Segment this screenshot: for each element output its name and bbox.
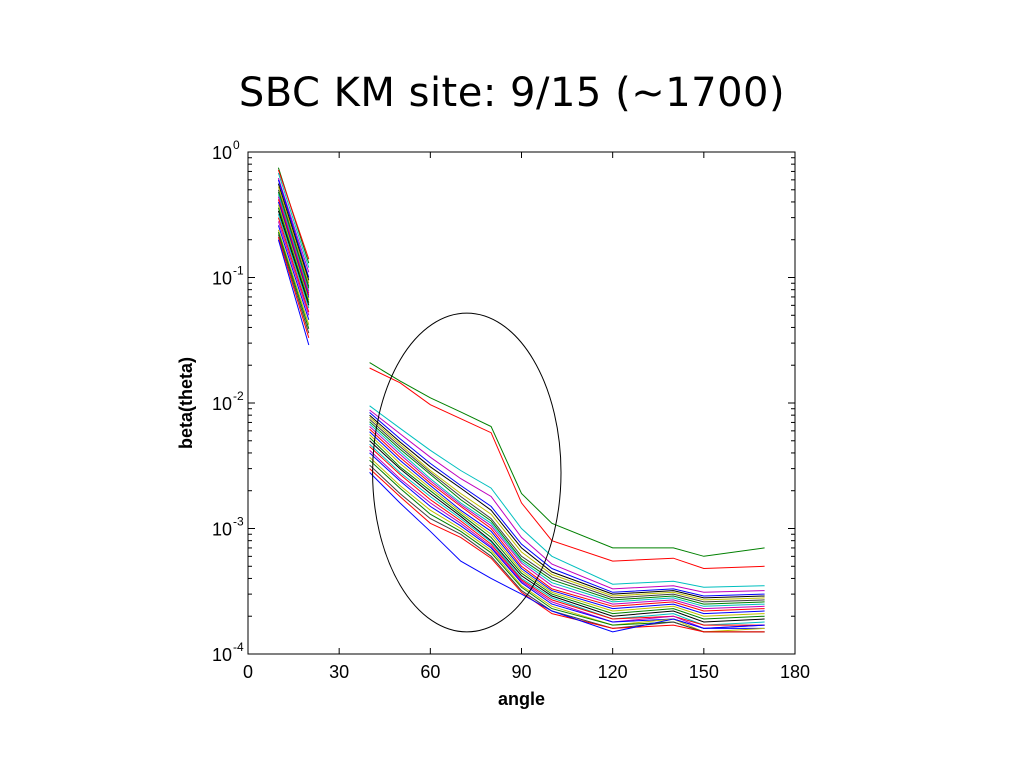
series-3-forward-line <box>277 177 310 273</box>
series-18-side-line <box>369 449 765 629</box>
x-tick-label: 30 <box>329 662 349 682</box>
series-1-side-line <box>369 367 765 570</box>
x-axis-label: angle <box>498 689 545 709</box>
y-tick-exponent: -2 <box>233 389 244 403</box>
series-5-side-line <box>369 414 765 599</box>
series-20-side-line <box>369 456 765 633</box>
series-13-forward-line <box>277 204 310 301</box>
annotation-ellipse <box>372 312 562 633</box>
y-tick-label: 10 <box>212 143 232 163</box>
series-20-forward-line <box>277 229 310 325</box>
x-tick-label: 90 <box>511 662 531 682</box>
series-14-forward-line <box>277 207 310 303</box>
y-tick-label: 10 <box>212 645 232 665</box>
series-21-forward-line <box>277 231 310 329</box>
series-6-side-line <box>369 416 765 601</box>
series-layer <box>277 167 765 633</box>
x-tick-label: 180 <box>780 662 810 682</box>
series-24-forward-line <box>277 239 310 346</box>
y-tick-exponent: -3 <box>233 515 244 529</box>
series-2-side-line <box>369 405 765 588</box>
series-2-forward-line <box>277 172 310 268</box>
series-14-side-line <box>369 437 765 620</box>
series-8-side-line <box>369 421 765 605</box>
x-tick-label: 150 <box>689 662 719 682</box>
series-23-side-line <box>369 468 765 633</box>
series-22-side-line <box>369 464 765 633</box>
series-23-forward-line <box>277 236 310 339</box>
y-tick-label: 10 <box>212 269 232 289</box>
series-24-side-line <box>369 472 765 633</box>
series-5-forward-line <box>277 183 310 281</box>
x-tick-label: 0 <box>243 662 253 682</box>
series-17-side-line <box>369 446 765 626</box>
series-12-side-line <box>369 431 765 615</box>
series-3-side-line <box>369 409 765 593</box>
series-1-forward-line <box>277 169 310 260</box>
series-6-forward-line <box>277 186 310 284</box>
series-15-forward-line <box>277 210 310 306</box>
y-axis-label: beta(theta) <box>176 357 196 449</box>
series-15-side-line <box>369 440 765 623</box>
series-16-forward-line <box>277 213 310 309</box>
series-22-forward-line <box>277 234 310 334</box>
series-9-side-line <box>369 423 765 607</box>
annotation-layer <box>372 312 562 633</box>
x-tick-label: 60 <box>420 662 440 682</box>
y-tick-label: 10 <box>212 520 232 540</box>
y-tick-exponent: -4 <box>233 640 244 654</box>
series-13-side-line <box>369 434 765 617</box>
series-4-side-line <box>369 412 765 597</box>
series-17-forward-line <box>277 217 310 313</box>
series-10-side-line <box>369 426 765 610</box>
series-7-side-line <box>369 419 765 603</box>
series-8-forward-line <box>277 191 310 289</box>
series-11-forward-line <box>277 199 310 296</box>
series-10-forward-line <box>277 196 310 294</box>
y-tick-exponent: -1 <box>233 264 244 278</box>
series-18-forward-line <box>277 221 310 316</box>
y-tick-label: 10 <box>212 394 232 414</box>
series-19-forward-line <box>277 225 310 320</box>
slide-title: SBC KM site: 9/15 (~1700) <box>238 70 786 116</box>
y-tick-exponent: 0 <box>233 138 240 152</box>
series-9-forward-line <box>277 194 310 292</box>
series-4-forward-line <box>277 179 310 278</box>
x-tick-label: 120 <box>598 662 628 682</box>
series-11-side-line <box>369 428 765 612</box>
series-7-forward-line <box>277 189 310 287</box>
series-0-side-line <box>369 362 765 557</box>
series-16-side-line <box>369 443 765 626</box>
series-12-forward-line <box>277 201 310 298</box>
